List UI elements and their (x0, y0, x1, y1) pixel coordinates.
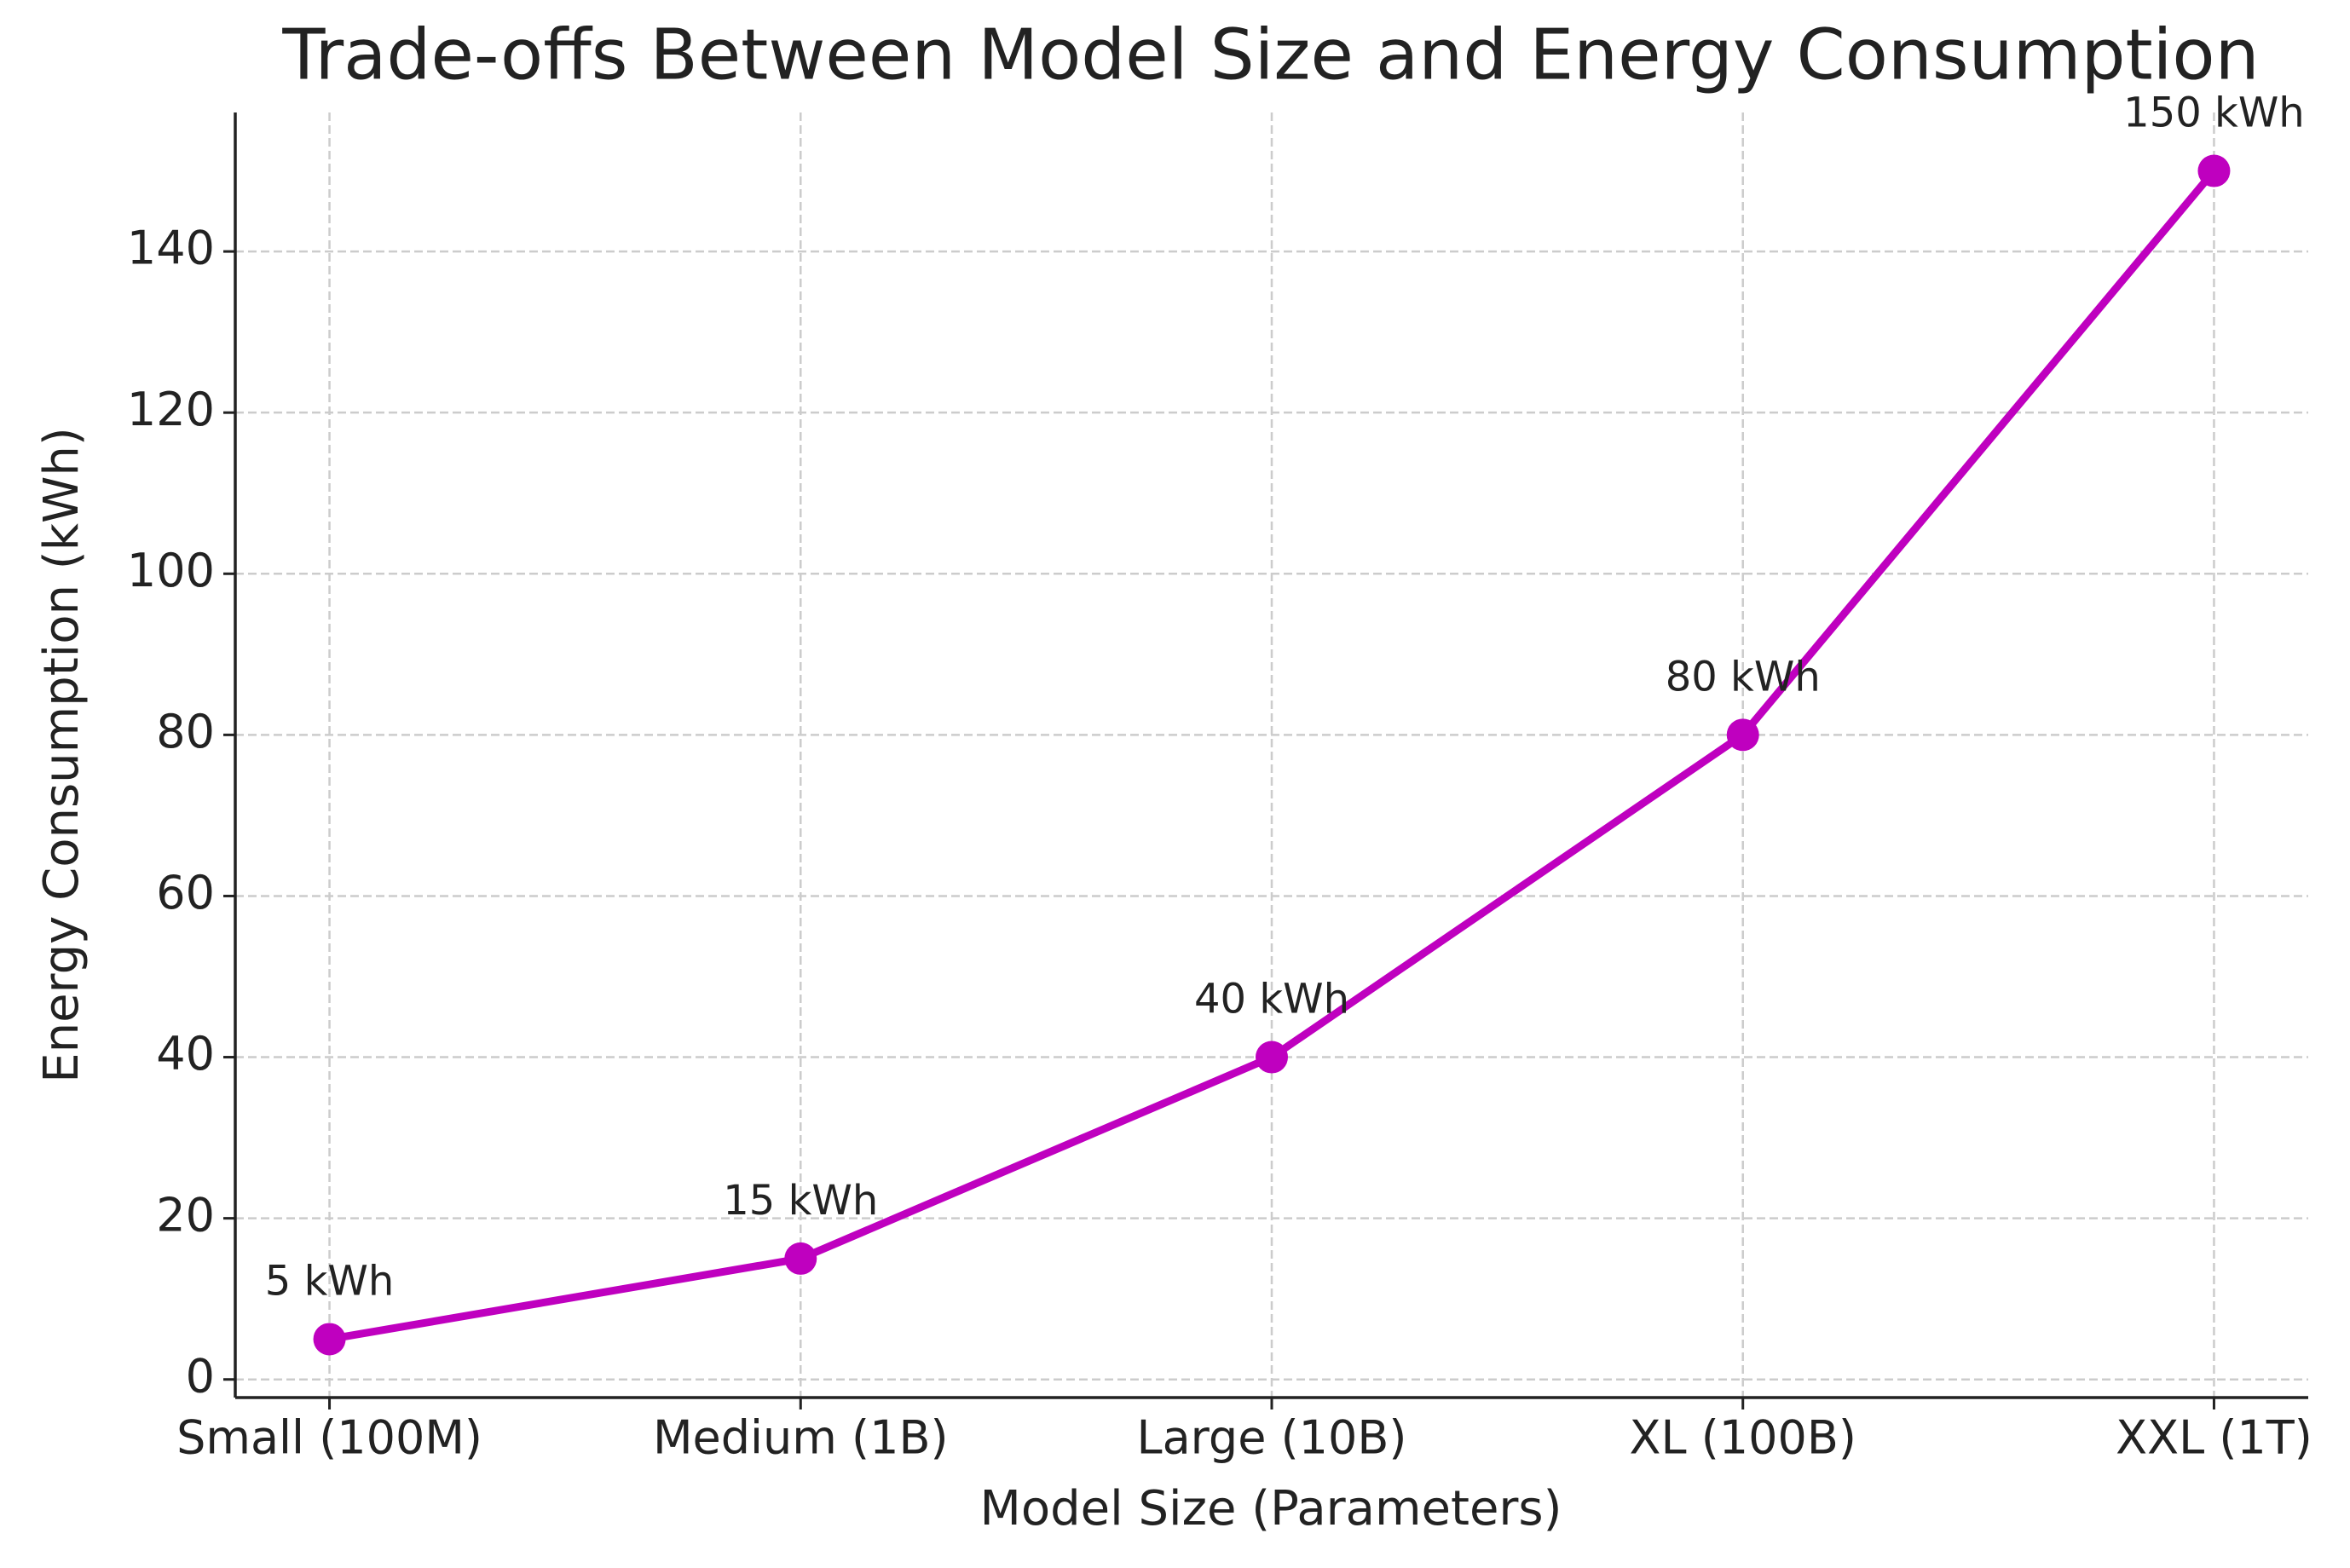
x-tick-label: XXL (1T) (2116, 1411, 2312, 1465)
marker (1726, 718, 1759, 752)
marker (313, 1323, 346, 1356)
x-tick-label: Large (10B) (1137, 1411, 1407, 1465)
y-axis-label: Energy Consumption (kWh) (34, 427, 89, 1083)
marker (2197, 154, 2231, 187)
chart-title: Trade-offs Between Model Size and Energy… (281, 14, 2259, 95)
y-tick-label: 100 (127, 544, 215, 597)
marker (784, 1242, 817, 1275)
data-label: 5 kWh (265, 1257, 394, 1305)
data-label: 15 kWh (723, 1177, 878, 1225)
y-tick-label: 40 (156, 1027, 215, 1081)
x-tick-label: Small (100M) (176, 1411, 482, 1465)
data-label: 80 kWh (1666, 653, 1821, 700)
y-tick-label: 140 (127, 222, 215, 275)
y-tick-label: 0 (186, 1349, 215, 1403)
y-tick-label: 80 (156, 705, 215, 758)
x-tick-label: Medium (1B) (653, 1411, 949, 1465)
y-tick-label: 120 (127, 383, 215, 436)
data-label: 40 kWh (1194, 976, 1349, 1023)
y-tick-label: 20 (156, 1188, 215, 1242)
y-tick-label: 60 (156, 866, 215, 919)
marker (1256, 1041, 1288, 1074)
x-tick-label: XL (100B) (1629, 1411, 1856, 1465)
x-axis-label: Model Size (Parameters) (980, 1481, 1562, 1536)
data-label: 150 kWh (2123, 89, 2305, 137)
